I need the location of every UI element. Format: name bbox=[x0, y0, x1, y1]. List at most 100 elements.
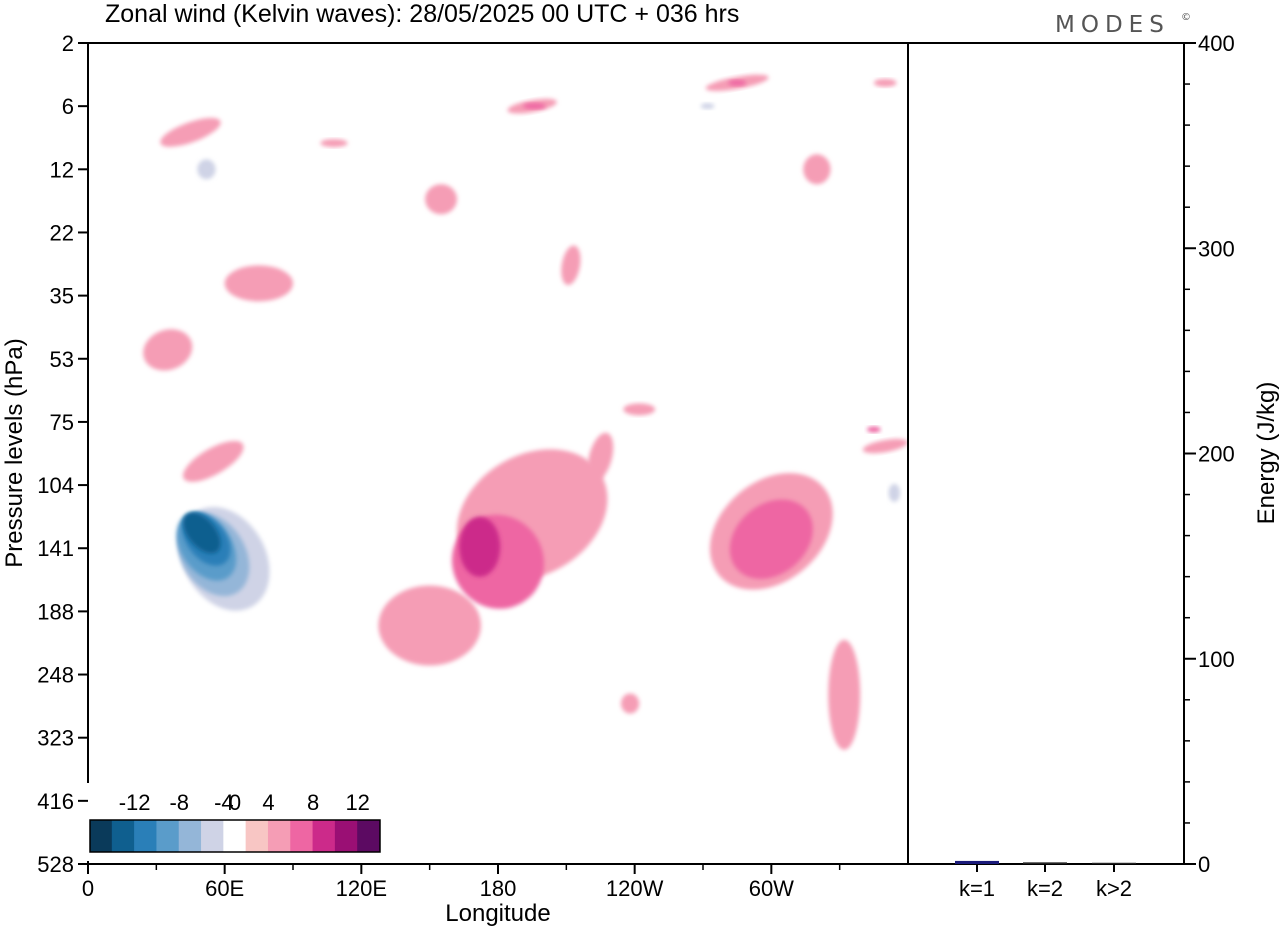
y-tick-label: 248 bbox=[37, 663, 74, 688]
y-tick-label: 53 bbox=[50, 347, 74, 372]
contour-region bbox=[160, 117, 221, 147]
x-tick-label: 0 bbox=[82, 876, 94, 901]
energy-category-label: k=1 bbox=[959, 876, 995, 901]
modes-logo: MODES © bbox=[1055, 12, 1191, 38]
colorbar-frame bbox=[89, 819, 381, 853]
contour-region bbox=[762, 410, 790, 419]
x-tick-label: 120W bbox=[606, 876, 664, 901]
colorbar-label: -4 bbox=[214, 790, 234, 815]
contour-region bbox=[873, 78, 897, 87]
colorbar-swatch bbox=[267, 819, 292, 853]
x-tick-label: 60W bbox=[749, 876, 794, 901]
chart-title: Zonal wind (Kelvin waves): 28/05/2025 00… bbox=[105, 0, 739, 28]
contour-region bbox=[700, 103, 715, 110]
colorbar-swatch bbox=[357, 819, 381, 853]
colorbar-swatch bbox=[201, 819, 225, 853]
contour-region bbox=[621, 693, 640, 714]
energy-bar bbox=[955, 860, 999, 864]
energy-axis-label: Energy (J/kg) bbox=[1253, 382, 1280, 525]
contour-region bbox=[378, 585, 481, 666]
colorbar-swatch bbox=[312, 819, 336, 853]
x-axis-label: Longitude bbox=[445, 900, 550, 927]
colorbar-label: 4 bbox=[262, 790, 274, 815]
colorbar-swatch bbox=[89, 819, 113, 853]
energy-bar bbox=[1023, 862, 1067, 864]
x-tick-label: 180 bbox=[480, 876, 517, 901]
colorbar-swatch bbox=[111, 819, 136, 853]
contour-region bbox=[728, 79, 747, 86]
y-tick-label: 416 bbox=[37, 789, 74, 814]
y-tick-label: 35 bbox=[50, 284, 74, 309]
energy-panel-frame bbox=[907, 42, 1185, 865]
energy-tick-label: 200 bbox=[1198, 442, 1235, 467]
contour-region bbox=[183, 512, 221, 554]
energy-tick-label: 400 bbox=[1198, 31, 1235, 56]
contour-region bbox=[197, 159, 216, 180]
contour-region bbox=[867, 426, 881, 433]
contour-region bbox=[568, 158, 587, 181]
y-tick-label: 104 bbox=[37, 473, 74, 498]
x-axis: 0 60E 120E 180 120W 60W bbox=[82, 864, 841, 901]
logo-text: MODES bbox=[1055, 12, 1170, 38]
colorbar-label: -12 bbox=[119, 790, 151, 815]
contour-region bbox=[143, 329, 193, 371]
colorbar-swatch bbox=[156, 819, 180, 853]
contour-region bbox=[623, 403, 656, 416]
contour-region bbox=[869, 478, 893, 507]
colorbar-swatch bbox=[334, 819, 359, 853]
energy-panel: 0 100 200 300 400 k=1 k=2 k>2 bbox=[955, 31, 1235, 901]
contour-region bbox=[828, 639, 861, 750]
y-tick-label: 2 bbox=[62, 31, 74, 56]
contour-region bbox=[862, 438, 908, 454]
contour-region bbox=[125, 367, 178, 425]
y-tick-label: 75 bbox=[50, 410, 74, 435]
contour-region bbox=[729, 499, 813, 579]
colorbar-swatch bbox=[290, 819, 314, 853]
colorbar-label: 12 bbox=[345, 790, 369, 815]
colorbar-label: -8 bbox=[169, 790, 189, 815]
contour-region bbox=[150, 158, 208, 213]
energy-category-label: k=2 bbox=[1027, 876, 1063, 901]
contour-region bbox=[888, 483, 901, 502]
y-tick-label: 188 bbox=[37, 599, 74, 624]
x-tick-label: 60E bbox=[205, 876, 244, 901]
colorbar-swatch bbox=[223, 819, 247, 853]
contour-region bbox=[557, 357, 576, 380]
colorbar: -12 -8 -40 4 8 12 bbox=[86, 783, 384, 861]
energy-category-label: k>2 bbox=[1096, 876, 1132, 901]
contour-region bbox=[177, 59, 204, 73]
contour-region bbox=[643, 553, 663, 598]
logo-mark: © bbox=[1181, 12, 1191, 23]
contour-region bbox=[561, 245, 581, 286]
y-tick-label: 141 bbox=[37, 536, 74, 561]
x-tick-label: 120E bbox=[336, 876, 387, 901]
contour-region bbox=[320, 139, 348, 148]
energy-tick-label: 300 bbox=[1198, 236, 1235, 261]
contour-region bbox=[182, 440, 244, 482]
energy-tick-label: 0 bbox=[1198, 852, 1210, 877]
contour-region bbox=[459, 516, 501, 577]
contour-region bbox=[683, 88, 714, 103]
contour-region bbox=[224, 265, 293, 302]
y-tick-label: 22 bbox=[50, 220, 74, 245]
energy-bar bbox=[1092, 862, 1136, 864]
contour-region bbox=[587, 432, 614, 482]
y-axis-label: Pressure levels (hPa) bbox=[1, 338, 28, 567]
contour-region bbox=[280, 665, 329, 775]
contour-region bbox=[803, 154, 831, 185]
y-tick-label: 323 bbox=[37, 726, 74, 751]
energy-tick-label: 100 bbox=[1198, 647, 1235, 672]
contour-region bbox=[523, 103, 546, 110]
y-tick-label: 12 bbox=[50, 157, 74, 182]
y-tick-label: 6 bbox=[62, 94, 74, 119]
colorbar-swatch bbox=[178, 819, 203, 853]
colorbar-swatch bbox=[134, 819, 158, 853]
colorbar-label: 8 bbox=[307, 790, 319, 815]
contour-field bbox=[125, 59, 908, 830]
contour-region bbox=[819, 267, 870, 308]
y-axis: 2 6 12 22 35 53 75 104 141 188 248 323 416 528 bbox=[37, 31, 88, 877]
colorbar-label: 0 bbox=[229, 790, 241, 815]
colorbar-swatch bbox=[245, 819, 269, 853]
contour-region bbox=[425, 184, 457, 215]
